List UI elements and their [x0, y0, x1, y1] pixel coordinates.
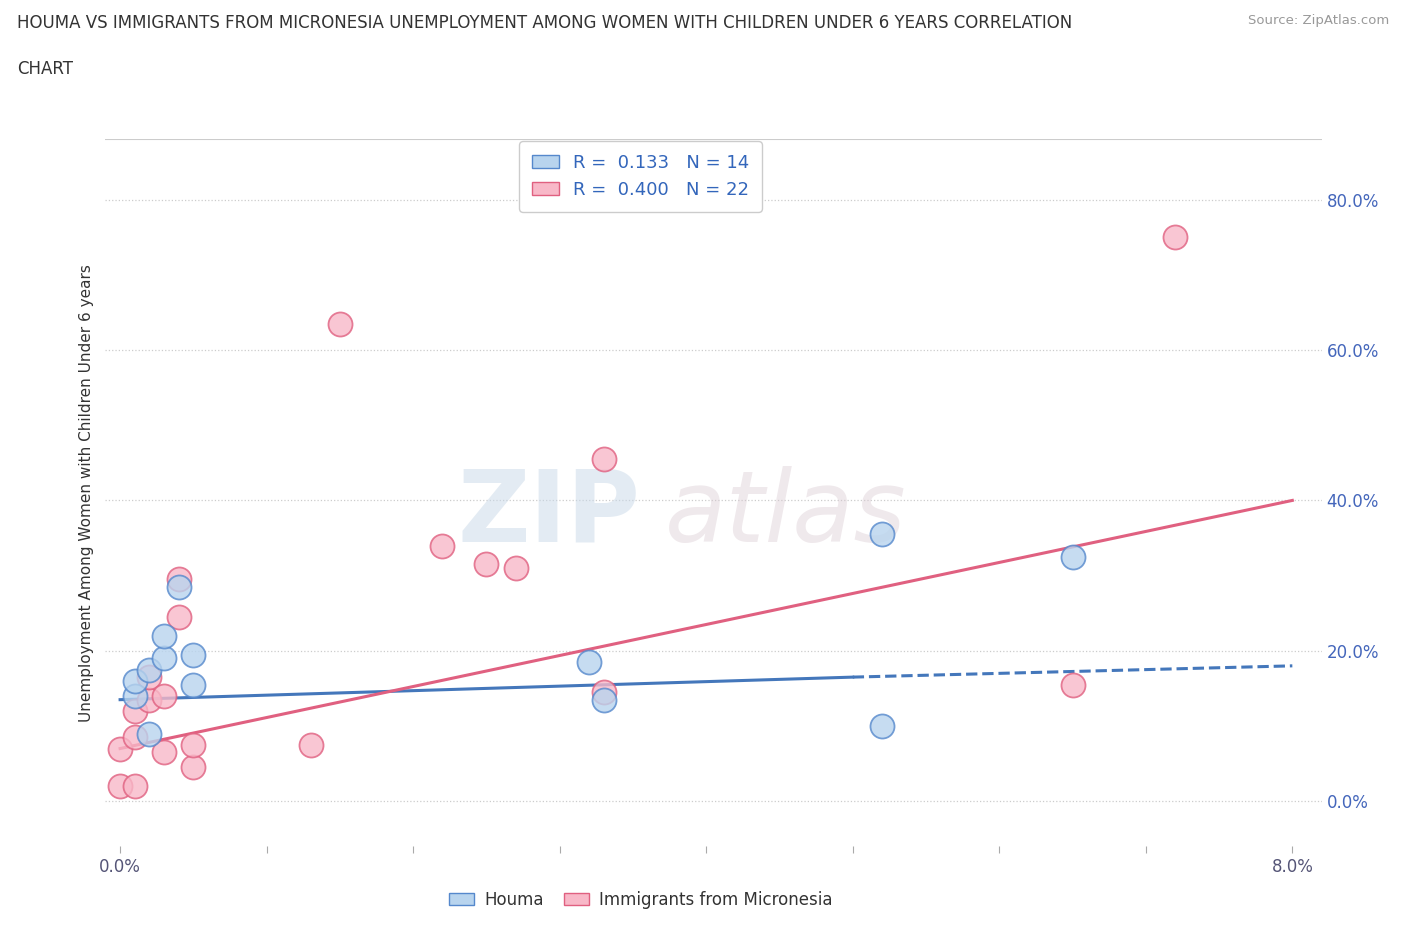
Text: CHART: CHART — [17, 60, 73, 78]
Y-axis label: Unemployment Among Women with Children Under 6 years: Unemployment Among Women with Children U… — [79, 264, 94, 722]
Point — [108, 778, 131, 793]
Point — [592, 452, 614, 467]
Text: Source: ZipAtlas.com: Source: ZipAtlas.com — [1249, 14, 1389, 27]
Point — [124, 703, 146, 718]
Point — [167, 579, 190, 594]
Point — [1164, 230, 1187, 245]
Text: HOUMA VS IMMIGRANTS FROM MICRONESIA UNEMPLOYMENT AMONG WOMEN WITH CHILDREN UNDER: HOUMA VS IMMIGRANTS FROM MICRONESIA UNEM… — [17, 14, 1073, 32]
Point — [183, 647, 205, 662]
Point — [578, 655, 600, 670]
Point — [124, 673, 146, 688]
Point — [475, 557, 498, 572]
Point — [124, 778, 146, 793]
Point — [183, 760, 205, 775]
Point — [167, 609, 190, 624]
Text: atlas: atlas — [665, 466, 907, 563]
Point — [124, 688, 146, 703]
Point — [183, 677, 205, 692]
Point — [153, 688, 176, 703]
Point — [870, 719, 893, 734]
Point — [138, 662, 160, 677]
Point — [108, 741, 131, 756]
Point — [432, 538, 454, 553]
Point — [138, 726, 160, 741]
Legend: Houma, Immigrants from Micronesia: Houma, Immigrants from Micronesia — [443, 884, 839, 916]
Point — [870, 526, 893, 541]
Text: ZIP: ZIP — [458, 466, 641, 563]
Point — [592, 684, 614, 699]
Point — [592, 692, 614, 707]
Point — [138, 692, 160, 707]
Point — [153, 629, 176, 644]
Point — [329, 316, 352, 331]
Point — [153, 651, 176, 666]
Point — [138, 670, 160, 684]
Point — [153, 745, 176, 760]
Point — [124, 730, 146, 745]
Point — [183, 737, 205, 752]
Point — [299, 737, 322, 752]
Point — [167, 572, 190, 587]
Point — [505, 561, 527, 576]
Point — [1062, 550, 1084, 565]
Point — [1062, 677, 1084, 692]
